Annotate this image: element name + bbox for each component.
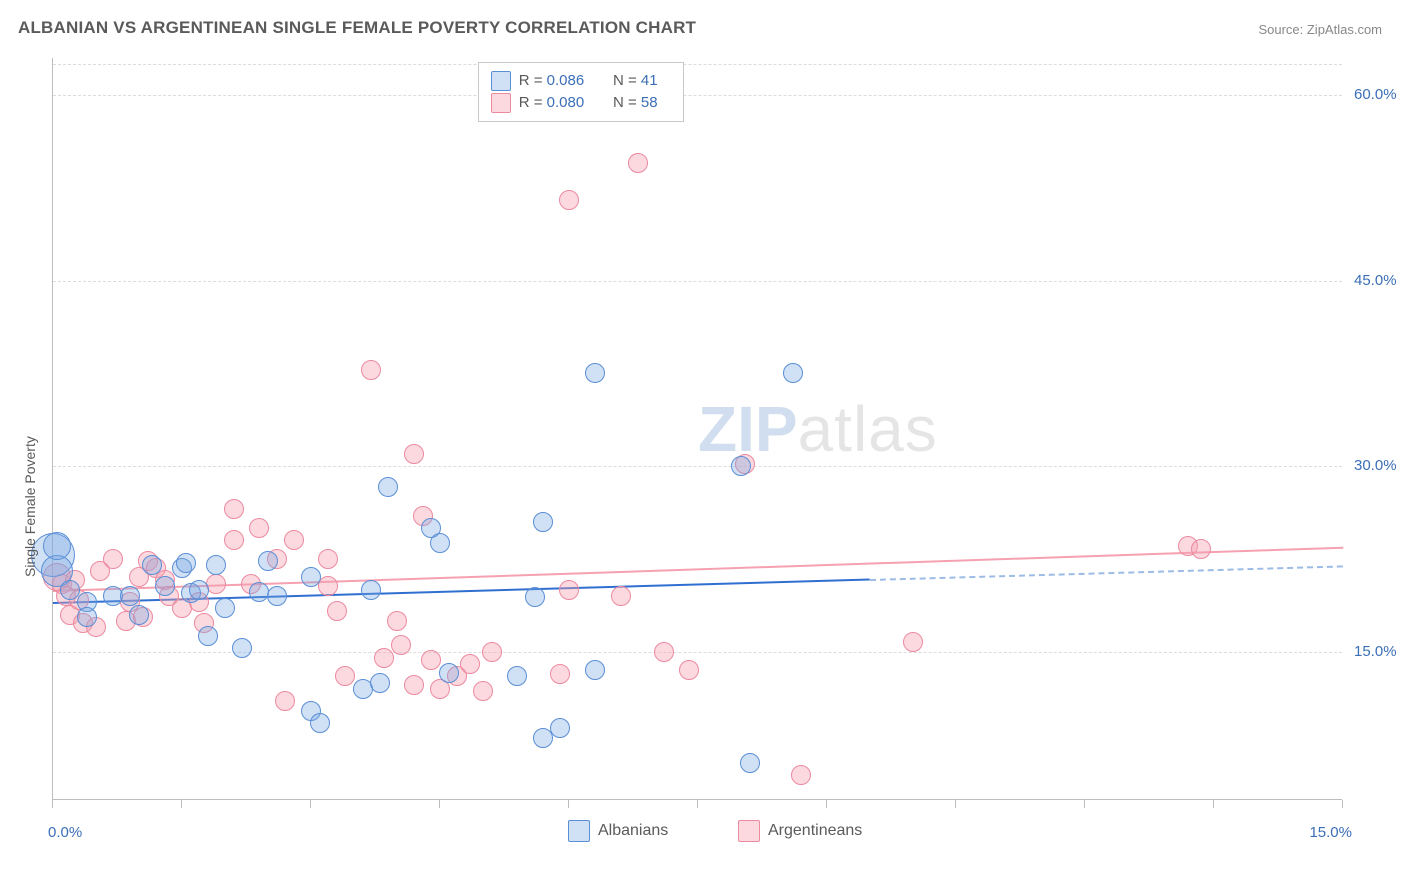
data-point xyxy=(275,691,295,711)
data-point xyxy=(482,642,502,662)
data-point xyxy=(903,632,923,652)
stats-legend: R = 0.086 N = 41R = 0.080 N = 58 xyxy=(478,62,684,122)
data-point xyxy=(361,360,381,380)
data-point xyxy=(370,673,390,693)
gridline xyxy=(53,281,1342,282)
legend-swatch xyxy=(491,71,511,91)
gridline xyxy=(53,466,1342,467)
data-point xyxy=(176,553,196,573)
data-point xyxy=(791,765,811,785)
data-point xyxy=(129,605,149,625)
data-point xyxy=(198,626,218,646)
x-tick xyxy=(181,800,182,808)
x-tick xyxy=(52,800,53,808)
plot-area: ZIPatlas xyxy=(52,58,1342,800)
data-point xyxy=(460,654,480,674)
data-point xyxy=(473,681,493,701)
trend-line xyxy=(870,565,1343,581)
data-point xyxy=(740,753,760,773)
data-point xyxy=(206,574,226,594)
legend-label: Argentineans xyxy=(768,822,862,839)
data-point xyxy=(224,530,244,550)
data-point xyxy=(628,153,648,173)
chart-title: ALBANIAN VS ARGENTINEAN SINGLE FEMALE PO… xyxy=(18,18,696,38)
x-tick xyxy=(697,800,698,808)
gridline xyxy=(53,95,1342,96)
y-tick-label: 30.0% xyxy=(1354,457,1397,474)
data-point xyxy=(155,576,175,596)
source-attribution: Source: ZipAtlas.com xyxy=(1258,22,1382,37)
data-point xyxy=(378,477,398,497)
data-point xyxy=(404,444,424,464)
y-tick-label: 60.0% xyxy=(1354,86,1397,103)
legend-label: Albanians xyxy=(598,822,668,839)
legend-swatch xyxy=(738,820,760,842)
data-point xyxy=(327,601,347,621)
data-point xyxy=(142,555,162,575)
x-tick xyxy=(568,800,569,808)
data-point xyxy=(206,555,226,575)
data-point xyxy=(783,363,803,383)
data-point xyxy=(430,533,450,553)
stats-row: R = 0.086 N = 41 xyxy=(491,71,671,91)
data-point xyxy=(224,499,244,519)
data-point xyxy=(585,660,605,680)
watermark: ZIPatlas xyxy=(698,392,938,466)
data-point xyxy=(404,675,424,695)
data-point xyxy=(559,580,579,600)
legend-swatch xyxy=(568,820,590,842)
data-point xyxy=(1191,539,1211,559)
x-tick xyxy=(439,800,440,808)
data-point xyxy=(559,190,579,210)
data-point xyxy=(507,666,527,686)
x-tick-label: 15.0% xyxy=(1309,824,1352,841)
data-point xyxy=(731,456,751,476)
data-point xyxy=(267,586,287,606)
data-point xyxy=(249,518,269,538)
data-point xyxy=(550,718,570,738)
x-tick xyxy=(1084,800,1085,808)
data-point xyxy=(374,648,394,668)
x-tick xyxy=(1213,800,1214,808)
data-point xyxy=(284,530,304,550)
x-tick xyxy=(310,800,311,808)
data-point xyxy=(654,642,674,662)
data-point xyxy=(189,580,209,600)
data-point xyxy=(232,638,252,658)
data-point xyxy=(318,549,338,569)
legend-item-albanians: Albanians xyxy=(568,820,668,842)
data-point xyxy=(550,664,570,684)
legend-item-argentineans: Argentineans xyxy=(738,820,862,842)
gridline xyxy=(53,64,1342,65)
legend-swatch xyxy=(491,93,511,113)
data-point xyxy=(215,598,235,618)
data-point xyxy=(439,663,459,683)
data-point xyxy=(310,713,330,733)
data-point xyxy=(679,660,699,680)
data-point xyxy=(361,580,381,600)
data-point xyxy=(525,587,545,607)
data-point xyxy=(533,512,553,532)
data-point xyxy=(585,363,605,383)
data-point xyxy=(103,549,123,569)
data-point xyxy=(387,611,407,631)
x-tick xyxy=(1342,800,1343,808)
x-tick-label: 0.0% xyxy=(48,824,82,841)
data-point xyxy=(335,666,355,686)
x-tick xyxy=(826,800,827,808)
y-tick-label: 45.0% xyxy=(1354,272,1397,289)
stats-row: R = 0.080 N = 58 xyxy=(491,93,671,113)
y-tick-label: 15.0% xyxy=(1354,643,1397,660)
x-tick xyxy=(955,800,956,808)
data-point xyxy=(421,650,441,670)
data-point xyxy=(611,586,631,606)
y-axis-label: Single Female Poverty xyxy=(22,437,38,578)
